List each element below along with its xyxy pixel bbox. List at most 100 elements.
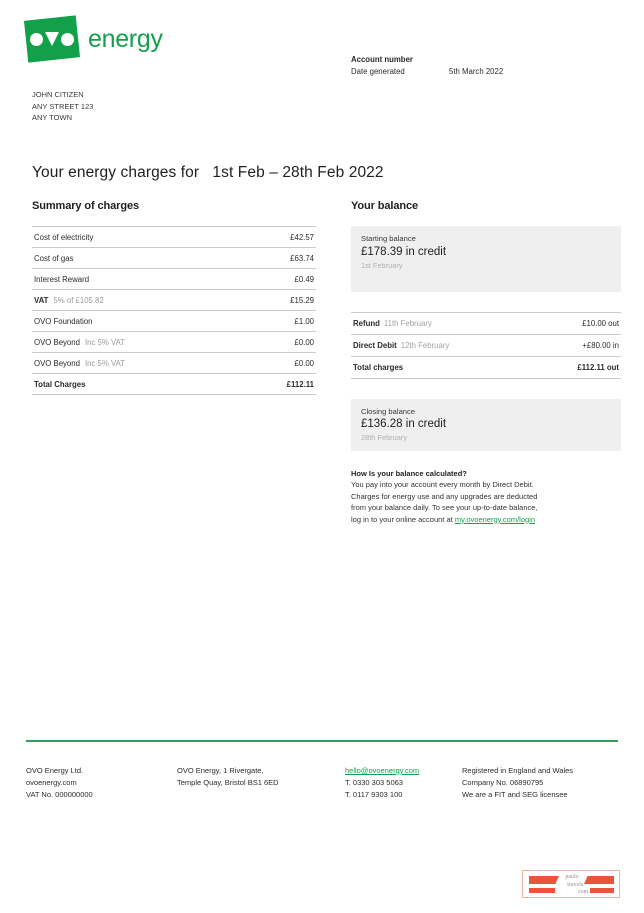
- watermark-bar-bottom-right: [590, 888, 614, 893]
- closing-balance-panel: Closing balance £136.28 in credit 28th F…: [351, 398, 621, 451]
- charges-row-amount: £42.57: [290, 232, 314, 242]
- account-number-label: Account number: [351, 55, 413, 64]
- charges-table-row: Interest Reward £0.49: [32, 268, 316, 289]
- balance-row-date: 11th February: [383, 318, 432, 328]
- balance-row-label: Direct Debit 12th February: [353, 341, 449, 350]
- explainer-line-3: from your balance daily. To see your up-…: [351, 503, 538, 513]
- watermark-bar-top-left: [529, 876, 559, 884]
- starting-balance-panel: Starting balance £178.39 in credit 1st F…: [351, 226, 621, 292]
- account-info-block: Account number Date generated 5th March …: [351, 54, 621, 78]
- customer-address: JOHN CITIZEN ANY STREET 123 ANY TOWN: [32, 89, 93, 124]
- date-generated-value: 5th March 2022: [449, 67, 504, 77]
- watermark-text: paulo travels. com: [523, 874, 619, 897]
- charges-table-row: Cost of electricity £42.57: [32, 226, 316, 247]
- charges-row-sublabel: Inc 5% VAT: [84, 337, 125, 347]
- your-balance-section: Your balance Starting balance £178.39 in…: [351, 200, 621, 451]
- charges-row-sublabel: Inc 5% VAT: [84, 358, 125, 368]
- balance-table-row: Total charges £112.11 out: [351, 355, 621, 379]
- explainer-line-1: You pay into your account every month by…: [351, 480, 534, 490]
- balance-transactions-table: Refund 11th February £10.00 out Direct Debi…: [351, 311, 621, 379]
- footer-registered-in: Registered in England and Wales: [462, 766, 574, 775]
- page-title-period: 1st Feb – 28th Feb 2022: [212, 164, 384, 181]
- charges-row-amount: £15.29: [290, 295, 314, 305]
- ovo-logo-letters: [30, 32, 74, 46]
- balance-row-date: 12th February: [400, 340, 450, 350]
- charges-table-row: OVO Foundation £1.00: [32, 310, 316, 331]
- paulo-travels-watermark: paulo travels. com: [522, 870, 620, 898]
- balance-table-row: Refund 11th February £10.00 out: [351, 311, 621, 334]
- charges-row-name: VAT: [34, 295, 49, 305]
- charges-row-name: OVO Beyond: [34, 358, 80, 368]
- balance-explainer: How Is your balance calculated? You pay …: [351, 468, 601, 525]
- summary-heading: Summary of charges: [32, 200, 140, 212]
- balance-row-name: Refund: [353, 318, 380, 328]
- page-title-prefix: Your energy charges for: [32, 164, 200, 181]
- charges-row-label: OVO Foundation: [34, 317, 93, 326]
- starting-balance-amount: £178.39 in credit: [361, 245, 447, 258]
- starting-balance-label: Starting balance: [361, 234, 416, 243]
- balance-row-label: Total charges: [353, 363, 403, 372]
- address-line-3: ANY TOWN: [32, 113, 73, 123]
- footer-phone-2: T. 0117 9303 100: [345, 790, 403, 800]
- ovo-letter-o-right: [61, 32, 74, 46]
- footer-address-line-2: Temple Quay, Bristol BS1 6ED: [177, 778, 279, 788]
- watermark-word-3: com: [577, 889, 589, 896]
- summary-of-charges-section: Summary of charges Cost of electricity £4…: [32, 200, 316, 395]
- online-account-link[interactable]: my.ovoenergy.com/login: [454, 514, 536, 524]
- watermark-bar-top-right: [584, 876, 614, 884]
- charges-table-row: VAT 5% of £105.82 £15.29: [32, 289, 316, 310]
- charges-row-name: Total Charges: [34, 379, 86, 389]
- footer-email-link[interactable]: hello@ovoenergy.com: [345, 766, 420, 775]
- balance-row-amount: £10.00 out: [582, 318, 619, 328]
- balance-row-amount: £112.11 out: [577, 362, 619, 372]
- charges-row-amount: £63.74: [290, 253, 314, 263]
- explainer-heading: How Is your balance calculated?: [351, 469, 467, 478]
- charges-row-amount: £112.11: [286, 379, 314, 389]
- charges-table: Cost of electricity £42.57 Cost of gas £63.…: [32, 226, 316, 395]
- ovo-letter-v: [45, 32, 59, 46]
- balance-row-name: Total charges: [353, 362, 404, 372]
- footer-company-name: OVO Energy Ltd.: [26, 766, 84, 775]
- closing-balance-amount: £136.28 in credit: [361, 418, 447, 430]
- charges-row-amount: £0.49: [294, 274, 314, 284]
- date-generated-label: Date generated: [351, 67, 405, 77]
- watermark-word-1: paulo: [565, 874, 579, 880]
- charges-row-label: OVO Beyond Inc 5% VAT: [34, 338, 125, 347]
- balance-row-amount: +£80.00 in: [582, 340, 619, 350]
- footer-column-contact: hello@ovoenergy.com T. 0330 303 5063 T. …: [345, 765, 462, 801]
- closing-balance-label: Closing balance: [361, 406, 416, 416]
- balance-table-row: Direct Debit 12th February +£80.00 in: [351, 333, 621, 356]
- charges-row-amount: £0.00: [294, 337, 314, 347]
- charges-row-name: Cost of gas: [34, 253, 74, 263]
- footer-divider: [26, 740, 618, 742]
- ovo-letter-o-left: [30, 32, 43, 46]
- balance-heading: Your balance: [351, 200, 419, 212]
- footer-licensee: We are a FIT and SEG licensee: [462, 790, 568, 800]
- charges-row-name: OVO Foundation: [34, 316, 93, 326]
- balance-row-name: Direct Debit: [353, 340, 397, 350]
- footer-website: ovoenergy.com: [26, 778, 77, 788]
- starting-balance-date: 1st February: [361, 260, 403, 270]
- explainer-line-4-text: log in to your online account at: [351, 514, 453, 524]
- address-line-2: ANY STREET 123: [32, 101, 94, 111]
- footer-vat-number: VAT No. 000000000: [26, 790, 93, 800]
- footer-address-line-1: OVO Energy, 1 Rivergate,: [177, 766, 264, 775]
- watermark-bar-bottom-left: [529, 888, 555, 893]
- charges-table-row: OVO Beyond Inc 5% VAT £0.00: [32, 331, 316, 352]
- ovo-energy-logo: energy: [23, 15, 163, 63]
- footer-column-company: OVO Energy Ltd. ovoenergy.com VAT No. 00…: [26, 765, 177, 801]
- charges-row-name: Interest Reward: [34, 274, 90, 284]
- charges-row-label: Total Charges: [34, 380, 85, 389]
- charges-table-row: Cost of gas £63.74: [32, 247, 316, 268]
- charges-row-label: OVO Beyond Inc 5% VAT: [34, 359, 125, 368]
- charges-row-amount: £0.00: [294, 358, 314, 368]
- charges-row-name: Cost of electricity: [34, 232, 94, 242]
- footer-phone-1: T. 0330 303 5063: [345, 778, 403, 788]
- charges-row-name: OVO Beyond: [34, 337, 80, 347]
- explainer-line-4: log in to your online account at my.ovoe…: [351, 514, 601, 525]
- address-line-1: JOHN CITIZEN: [32, 90, 84, 99]
- charges-table-row: OVO Beyond Inc 5% VAT £0.00: [32, 352, 316, 373]
- ovo-logo-mark: [23, 15, 81, 63]
- date-generated-row: Date generated 5th March 2022: [351, 66, 621, 78]
